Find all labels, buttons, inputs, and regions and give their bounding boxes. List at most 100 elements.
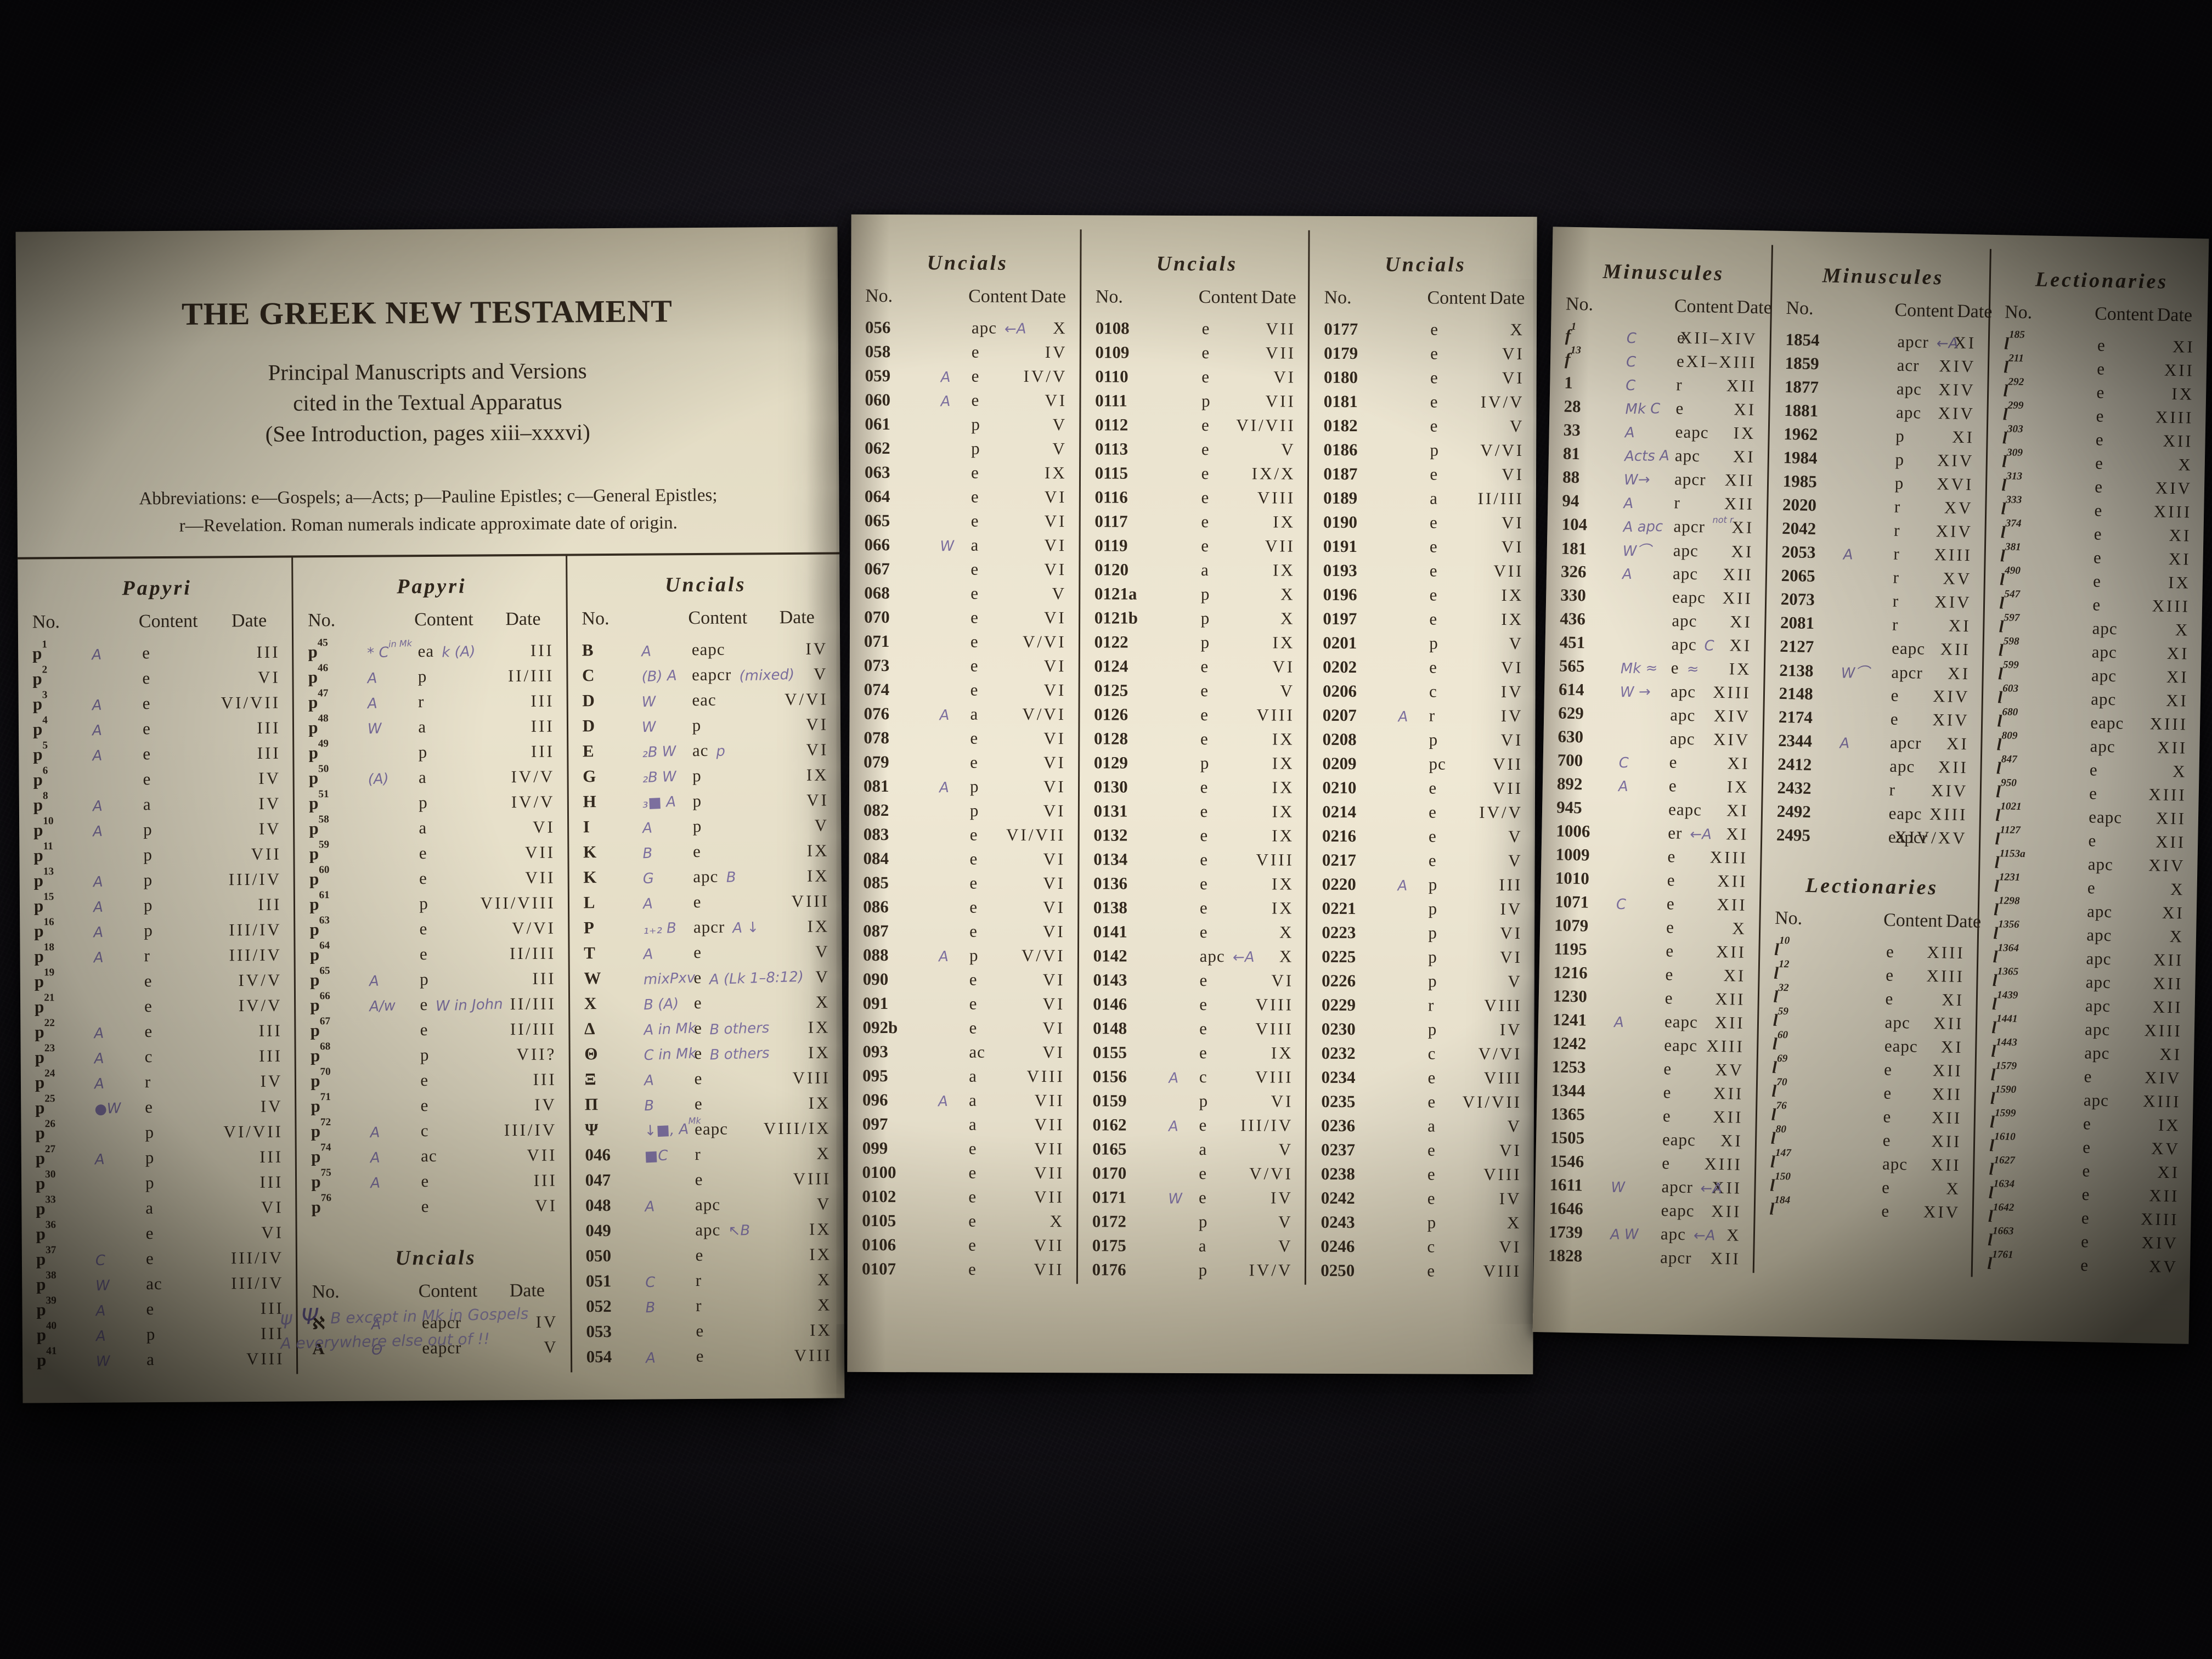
table-row: 0132 e IX — [1093, 825, 1296, 850]
manuscript-date: III — [532, 968, 556, 988]
manuscript-content: e — [419, 868, 427, 888]
handwritten-annotation — [1840, 700, 1891, 701]
column-headers: No. Content Date — [308, 609, 556, 631]
manuscript-number: l1579 — [1990, 1060, 2017, 1085]
table-row: l1365 apc XII — [1992, 966, 2185, 997]
handwritten-annotation — [940, 671, 970, 672]
manuscript-content: e — [1199, 995, 1208, 1014]
manuscript-number: 0250 — [1321, 1260, 1355, 1280]
manuscript-content: e — [420, 1020, 428, 1040]
manuscript-content: e — [968, 1259, 977, 1279]
manuscript-content: e — [2094, 524, 2102, 544]
content-header: Content — [1674, 296, 1734, 318]
manuscript-content: p — [1200, 633, 1210, 652]
table-row: l847 e X — [1996, 753, 2189, 785]
manuscript-number: 94 — [1562, 490, 1579, 511]
table-row: 0214 e IV/V — [1322, 802, 1525, 827]
table-row: 0181 e IV/V — [1324, 392, 1527, 416]
manuscript-date: VI — [261, 1222, 284, 1242]
manuscript-content: apcr — [1897, 331, 1929, 352]
manuscript-date: X — [1279, 922, 1294, 942]
table-row: 0193 e VII — [1323, 561, 1526, 585]
table-row: 0148 e VIII — [1093, 1018, 1296, 1043]
table-row: p11 p VII — [33, 840, 284, 871]
manuscript-content: p — [971, 438, 980, 458]
manuscript-number: 2174 — [1778, 707, 1813, 727]
handwritten-annotation — [369, 858, 419, 860]
manuscript-content: apc — [693, 866, 719, 887]
manuscript-number: 1739 — [1548, 1222, 1583, 1242]
handwritten-annotation: B — [644, 1097, 654, 1115]
manuscript-content: e — [1199, 970, 1208, 990]
manuscript-date: II/III — [510, 994, 556, 1014]
manuscript-content: e — [1427, 1164, 1436, 1184]
table-row: l10 e XIII — [1774, 935, 1967, 967]
manuscript-date: IV — [1499, 1019, 1522, 1040]
manuscript-number: 1241 — [1552, 1009, 1587, 1030]
manuscript-date: V — [816, 1194, 832, 1214]
manuscript-content: p — [1200, 753, 1210, 773]
table-row: l1231 e X — [1994, 871, 2187, 903]
table-row: l490 e IX — [2000, 565, 2193, 596]
manuscript-number: 2065 — [1781, 565, 1815, 586]
manuscript-date: VI/VII — [1462, 1092, 1522, 1112]
table-row: 063 e IX — [865, 462, 1069, 487]
handwritten-annotation: W — [641, 719, 657, 736]
manuscript-number: 0186 — [1323, 439, 1358, 460]
manuscript-date: XI — [2172, 336, 2196, 357]
manuscript-number: l303 — [2002, 423, 2023, 448]
handwritten-annotation — [2062, 1034, 2085, 1035]
manuscript-date: IV — [1500, 681, 1523, 702]
table-row: 1009 e XIII — [1555, 844, 1750, 871]
handwritten-annotation — [370, 1110, 421, 1113]
manuscript-number: 0208 — [1322, 729, 1357, 749]
table-row: 0235 e VI/VII — [1321, 1092, 1524, 1116]
manuscript-content: e — [1201, 488, 1210, 507]
manuscript-content: apc — [1673, 540, 1699, 561]
handwritten-annotation — [2070, 586, 2093, 587]
handwritten-annotation: A — [367, 670, 378, 687]
handwritten-annotation — [1397, 1228, 1427, 1229]
handwritten-annotation: W⌒ — [1622, 543, 1651, 560]
manuscript-number: l603 — [1997, 682, 2019, 707]
handwritten-annotation — [1621, 649, 1671, 650]
table-row: 436 apc XI — [1560, 609, 1754, 636]
manuscript-number: p48 — [308, 713, 329, 737]
manuscript-number: p6 — [33, 765, 48, 789]
manuscript-date: III — [531, 741, 555, 761]
manuscript-date: IV/V — [1480, 392, 1525, 412]
table-row: l1298 apc XI — [1994, 895, 2187, 927]
manuscript-date: XII — [1933, 1013, 1964, 1034]
table-row: l1439 apc XII — [1992, 989, 2185, 1021]
manuscript-content: apc — [1896, 379, 1922, 399]
table-row: 0230 p IV — [1322, 1019, 1525, 1044]
manuscript-content: apc — [1884, 1012, 1911, 1032]
table-row: 090 e VI — [863, 969, 1068, 994]
handwritten-annotation — [2067, 728, 2090, 729]
manuscript-content: e — [969, 1018, 978, 1037]
handwritten-annotation — [1398, 769, 1429, 770]
handwritten-annotation: A — [1623, 495, 1634, 512]
manuscript-content: e — [1667, 847, 1676, 866]
handwritten-annotation — [2068, 704, 2091, 705]
section-heading: Papyri — [397, 574, 467, 599]
manuscript-date: VIII — [1484, 995, 1522, 1015]
manuscript-number: p67 — [310, 1015, 331, 1040]
manuscript-number: 0110 — [1095, 366, 1128, 386]
manuscript-content: e — [970, 752, 979, 772]
manuscript-content: e — [971, 342, 980, 362]
handwritten-annotation: A — [1622, 566, 1633, 583]
manuscript-number: p76 — [311, 1192, 332, 1217]
manuscript-number: l1364 — [1993, 942, 2019, 967]
table-row: 083 e VI/VII — [864, 825, 1068, 849]
manuscript-content: eapcr — [691, 664, 732, 685]
manuscript-content: e — [419, 843, 427, 863]
table-row: 0143 e VI — [1093, 970, 1296, 995]
handwritten-annotation — [1615, 1003, 1665, 1004]
manuscript-number: Δ — [584, 1019, 595, 1039]
manuscript-date: VI — [1043, 656, 1066, 676]
